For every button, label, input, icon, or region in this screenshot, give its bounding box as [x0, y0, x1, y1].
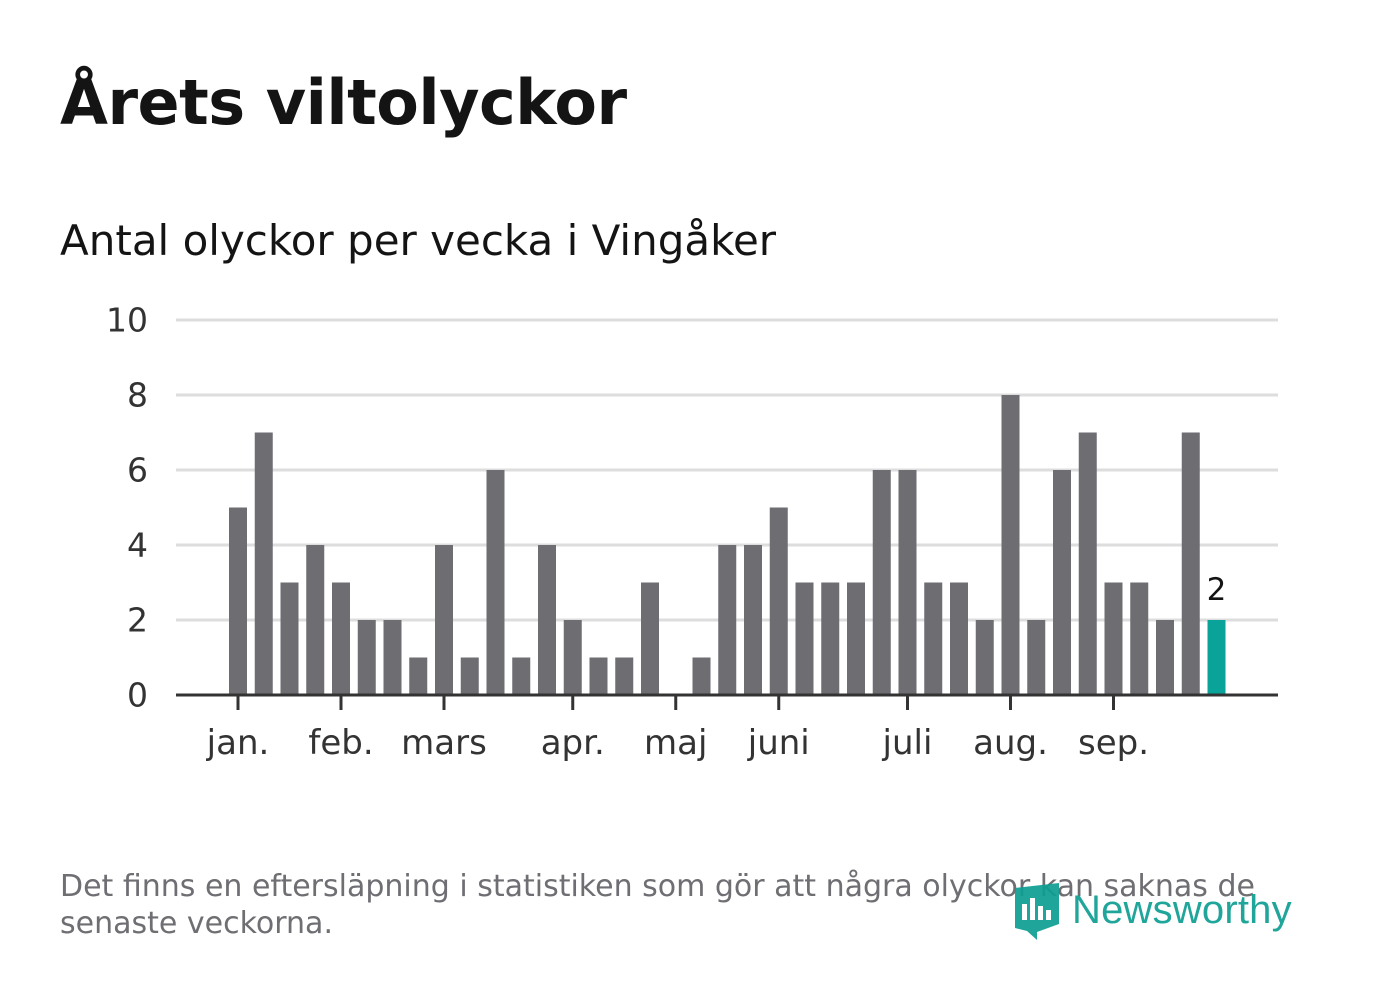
bar-week-12 [512, 657, 531, 695]
newsworthy-logo: Newsworthy [1012, 880, 1292, 940]
y-tick-label-2: 2 [127, 601, 148, 640]
bar-week-22 [769, 507, 788, 695]
bar-week-9 [435, 545, 453, 695]
bar-week-30 [975, 620, 994, 695]
bar-week-8 [409, 657, 428, 695]
x-tick-label-feb: feb. [308, 723, 373, 763]
page-title: Årets viltolyckor [60, 66, 627, 139]
x-tick-label-aug: aug. [973, 723, 1048, 763]
bar-week-16 [615, 657, 634, 695]
bar-week-25 [847, 582, 865, 695]
y-tick-label-4: 4 [127, 526, 148, 565]
x-tick-label-apr: apr. [541, 723, 605, 763]
x-tick-label-juni: juni [747, 723, 810, 763]
bar-week-11 [486, 470, 505, 695]
bar-week-35 [1104, 582, 1123, 695]
newsworthy-logo-icon [1015, 883, 1059, 940]
x-tick-label-mars: mars [401, 723, 487, 763]
bar-week-17 [641, 582, 659, 695]
bar-week-37 [1156, 620, 1174, 695]
bar-week-27 [898, 470, 917, 695]
bar-week-24 [821, 582, 840, 695]
bar-highlight-week-39 [1207, 620, 1226, 695]
bar-week-4 [306, 545, 325, 695]
highlight-value-label: 2 [1207, 572, 1227, 608]
y-tick-label-6: 6 [127, 451, 148, 490]
bar-week-20 [718, 545, 737, 695]
newsworthy-logo-text: Newsworthy [1072, 887, 1292, 932]
y-tick-label-8: 8 [127, 376, 148, 415]
y-tick-label-0: 0 [127, 676, 148, 715]
bar-week-1 [229, 507, 247, 695]
x-tick-label-sep: sep. [1078, 723, 1149, 763]
bar-week-32 [1027, 620, 1046, 695]
bar-week-6 [357, 620, 376, 695]
bar-week-26 [872, 470, 891, 695]
y-tick-label-10: 10 [106, 301, 148, 340]
bar-week-3 [280, 582, 299, 695]
bar-week-33 [1053, 470, 1071, 695]
x-tick-label-jan: jan. [206, 723, 270, 763]
bar-week-21 [744, 545, 762, 695]
bar-week-29 [950, 582, 968, 695]
bar-week-38 [1181, 432, 1200, 695]
bar-week-5 [332, 582, 350, 695]
bar-week-13 [538, 545, 556, 695]
bar-week-36 [1130, 582, 1149, 695]
x-tick-label-juli: juli [882, 723, 933, 763]
bar-week-2 [254, 432, 273, 695]
bar-week-19 [692, 657, 711, 695]
x-tick-label-maj: maj [644, 723, 707, 763]
bar-week-15 [589, 657, 608, 695]
bar-week-7 [383, 620, 402, 695]
bar-week-14 [563, 620, 582, 695]
bar-week-31 [1001, 395, 1020, 695]
bar-week-34 [1078, 432, 1097, 695]
bar-week-23 [795, 582, 814, 695]
bar-week-28 [924, 582, 943, 695]
bar-week-10 [460, 657, 479, 695]
chart-subtitle: Antal olyckor per vecka i Vingåker [60, 216, 777, 265]
